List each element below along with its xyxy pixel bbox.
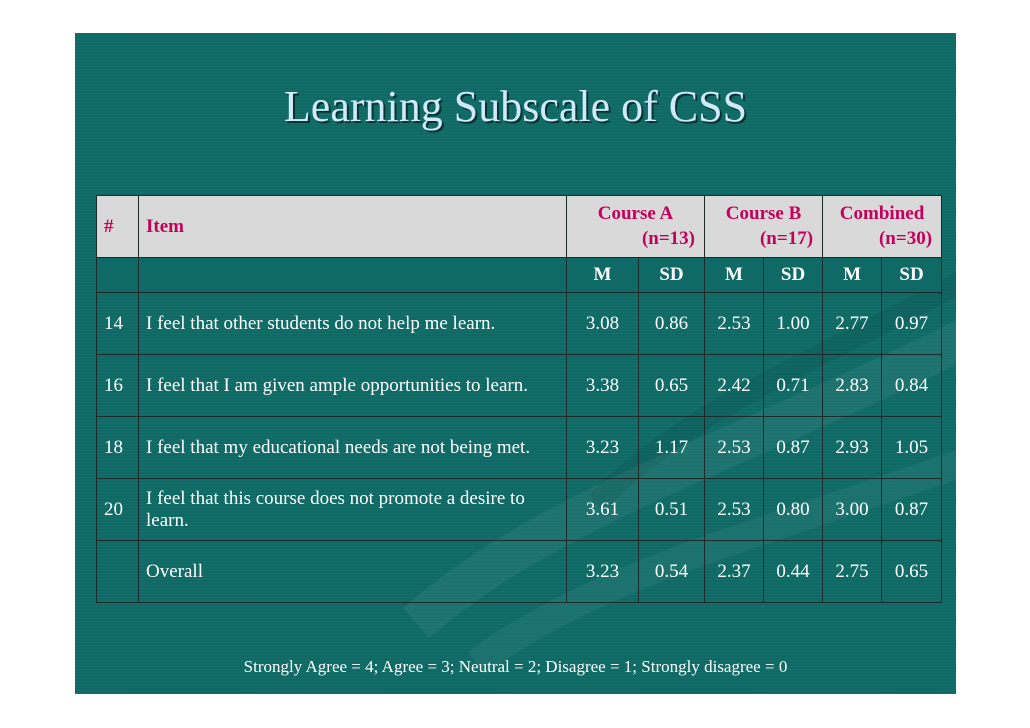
course-a-name: Course A (597, 202, 674, 224)
table-row: 20 I feel that this course does not prom… (96, 478, 943, 541)
row-b-m: 2.37 (704, 540, 765, 603)
row-a-m: 3.23 (566, 540, 639, 603)
row-c-sd: 0.87 (881, 478, 943, 541)
subheader-c-sd: SD (881, 257, 943, 293)
slide-title: Learning Subscale of CSS (283, 82, 748, 131)
row-a-m: 3.38 (566, 354, 639, 417)
table-row-overall: Overall 3.23 0.54 2.37 0.44 2.75 0.65 (96, 540, 943, 603)
row-a-m: 3.23 (566, 416, 639, 479)
subheader-b-sd: SD (763, 257, 824, 293)
row-b-m: 2.53 (704, 416, 765, 479)
row-item: Overall (138, 540, 567, 603)
subheader-empty-num (96, 257, 139, 293)
table-header-row: # Item Course A (n=13) Course B (n=17) C… (96, 195, 943, 258)
table-row: 16 I feel that I am given ample opportun… (96, 354, 943, 417)
row-c-m: 2.83 (822, 354, 883, 417)
row-c-m: 2.77 (822, 292, 883, 355)
subheader-empty-item (138, 257, 567, 293)
header-num: # (96, 195, 139, 258)
course-b-n: (n=17) (759, 227, 814, 249)
course-b-name: Course B (725, 202, 802, 224)
row-num: 18 (96, 416, 139, 479)
row-num: 16 (96, 354, 139, 417)
row-c-sd: 1.05 (881, 416, 943, 479)
row-b-sd: 0.71 (763, 354, 824, 417)
row-item: I feel that this course does not promote… (138, 478, 567, 541)
row-b-sd: 0.80 (763, 478, 824, 541)
subheader-a-m: M (566, 257, 639, 293)
table-row: 14 I feel that other students do not hel… (96, 292, 943, 355)
combined-n: (n=30) (878, 227, 933, 249)
course-a-n: (n=13) (641, 227, 696, 249)
subheader-c-m: M (822, 257, 883, 293)
table-subheader-row: M SD M SD M SD (96, 257, 943, 293)
row-c-sd: 0.97 (881, 292, 943, 355)
results-table: # Item Course A (n=13) Course B (n=17) C… (96, 195, 943, 603)
header-course-b: Course B (n=17) (704, 195, 824, 258)
row-a-sd: 0.86 (637, 292, 706, 355)
subheader-b-m: M (704, 257, 765, 293)
header-combined: Combined (n=30) (822, 195, 943, 258)
row-num: 14 (96, 292, 139, 355)
row-item: I feel that I am given ample opportuniti… (138, 354, 567, 417)
scale-legend: Strongly Agree = 4; Agree = 3; Neutral =… (243, 657, 788, 676)
row-b-sd: 0.44 (763, 540, 824, 603)
row-c-m: 2.93 (822, 416, 883, 479)
row-b-m: 2.53 (704, 292, 765, 355)
slide: Learning Subscale of CSS # Item Course A… (75, 33, 956, 694)
row-b-sd: 0.87 (763, 416, 824, 479)
row-c-m: 3.00 (822, 478, 883, 541)
row-item: I feel that other students do not help m… (138, 292, 567, 355)
subheader-a-sd: SD (637, 257, 706, 293)
row-a-sd: 0.54 (637, 540, 706, 603)
row-item: I feel that my educational needs are not… (138, 416, 567, 479)
row-a-m: 3.61 (566, 478, 639, 541)
row-c-sd: 0.84 (881, 354, 943, 417)
table-row: 18 I feel that my educational needs are … (96, 416, 943, 479)
row-num (96, 540, 139, 603)
row-a-sd: 1.17 (637, 416, 706, 479)
row-c-m: 2.75 (822, 540, 883, 603)
row-b-sd: 1.00 (763, 292, 824, 355)
row-b-m: 2.42 (704, 354, 765, 417)
header-item: Item (138, 195, 567, 258)
header-course-a: Course A (n=13) (565, 195, 706, 258)
row-a-m: 3.08 (566, 292, 639, 355)
row-a-sd: 0.65 (637, 354, 706, 417)
row-num: 20 (96, 478, 139, 541)
row-c-sd: 0.65 (881, 540, 943, 603)
row-b-m: 2.53 (704, 478, 765, 541)
row-a-sd: 0.51 (637, 478, 706, 541)
combined-name: Combined (839, 202, 925, 224)
